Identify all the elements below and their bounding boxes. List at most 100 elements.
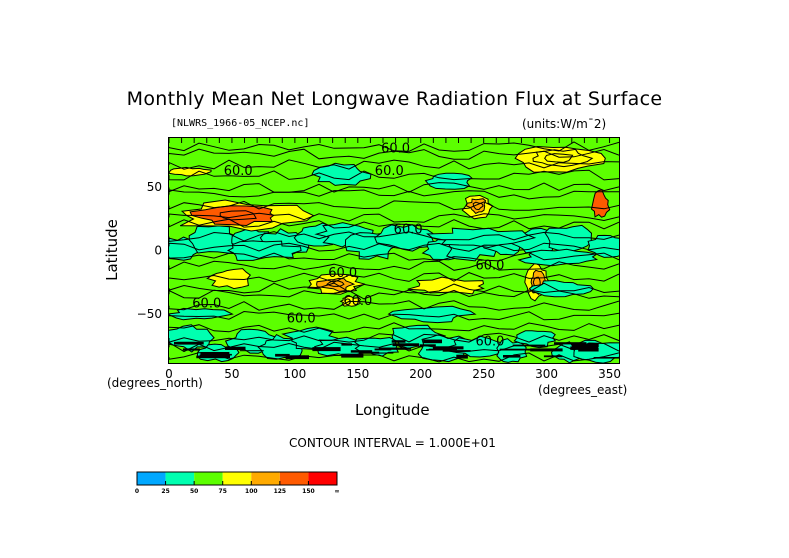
colorbar-swatch xyxy=(165,472,195,485)
dense-contour xyxy=(350,350,373,353)
y-axis-label: Latitude xyxy=(103,219,121,281)
contour-label: 60.0 xyxy=(192,296,221,311)
colorbar-label: 25 xyxy=(161,488,169,495)
contour-label: 60.0 xyxy=(328,266,357,281)
contour-line xyxy=(169,282,619,294)
colorbar-swatch xyxy=(308,472,337,485)
region-ocean-band-equatorial-low xyxy=(374,224,435,252)
contour-line xyxy=(169,182,619,193)
contour-interval-label: CONTOUR INTERVAL = 1.000E+01 xyxy=(289,436,496,450)
colorbar-label: 50 xyxy=(190,488,198,495)
contour-label: 60.0 xyxy=(476,258,505,273)
contour-patch xyxy=(169,166,212,177)
dense-contour xyxy=(499,348,533,351)
x-tick-label: 300 xyxy=(535,367,558,381)
dense-contour xyxy=(554,342,587,345)
x-tick-label: 250 xyxy=(472,367,495,381)
dense-contour xyxy=(312,347,341,352)
x-tick-label: 100 xyxy=(283,367,306,381)
file-label: [NLWRS_1966-05_NCEP.nc] xyxy=(171,118,310,129)
dense-contour xyxy=(423,339,442,344)
colorbar-label: 150 xyxy=(302,488,315,495)
y-tick-label: 50 xyxy=(147,180,162,194)
colorbar-label: ∞ xyxy=(335,488,340,495)
region-greenland-arctic-core xyxy=(544,153,574,163)
colorbar-frame xyxy=(136,471,338,486)
region-sahara-arabia-high-core xyxy=(219,210,257,221)
contour-line xyxy=(169,159,619,170)
region-ocean-band-equatorial-low xyxy=(544,224,593,253)
contour-line xyxy=(169,200,619,211)
axis-ticks xyxy=(168,138,611,143)
chart-title: Monthly Mean Net Longwave Radiation Flux… xyxy=(126,88,663,110)
dense-contour xyxy=(214,353,232,356)
contour-line xyxy=(169,189,619,200)
x-tick-label: 50 xyxy=(224,367,239,381)
dense-contour xyxy=(225,346,246,350)
dense-contour xyxy=(378,347,412,350)
region-ocean-band-equatorial-low xyxy=(587,234,619,258)
dense-contour xyxy=(593,357,619,359)
contour-line xyxy=(169,289,619,300)
contour-label: 60.0 xyxy=(394,223,423,238)
colorbar-label: 125 xyxy=(274,488,287,495)
dense-contour xyxy=(182,348,200,351)
contour-label: 60.0 xyxy=(381,141,410,156)
dense-contour xyxy=(391,340,406,343)
dense-contour xyxy=(174,341,204,345)
y-tick-labels: 50 0 −50 xyxy=(137,180,162,321)
contour-line xyxy=(169,332,619,343)
contour-label: 60.0 xyxy=(343,294,372,309)
contour-line xyxy=(169,272,619,283)
dense-contour xyxy=(200,352,230,355)
contour-line xyxy=(169,148,619,160)
x-tick-labels: 0 50 100 150 200 250 300 350 xyxy=(165,367,621,381)
colorbar-swatch xyxy=(222,472,252,485)
contour-line xyxy=(169,260,619,271)
contour-line xyxy=(169,322,619,334)
contour-patch xyxy=(311,162,372,186)
contour-line xyxy=(169,141,619,152)
y-tick-label: 0 xyxy=(154,244,162,258)
contour-patch xyxy=(590,189,611,218)
dense-contour xyxy=(419,344,436,347)
colorbar-swatch xyxy=(137,472,166,485)
colorbar-swatch xyxy=(279,472,309,485)
contour-patch xyxy=(387,305,477,324)
x-axis-label: Longitude xyxy=(355,401,430,419)
units-label: (units:W/m¯2) xyxy=(522,117,607,131)
dense-contour xyxy=(341,343,352,346)
contour-line xyxy=(169,341,619,353)
dense-contour xyxy=(442,350,471,352)
colorbar-label: 75 xyxy=(219,488,227,495)
contour-line xyxy=(169,352,619,363)
contour-line xyxy=(169,300,619,311)
contour-line xyxy=(169,242,619,252)
colorbar-swatch xyxy=(251,472,280,485)
contour-label: 60.0 xyxy=(287,312,316,327)
colorbar: 0 25 50 75 100 125 150 ∞ xyxy=(135,471,340,495)
contour-line xyxy=(169,231,619,242)
x-tick-label: 0 xyxy=(165,367,173,381)
dense-contour xyxy=(570,346,599,350)
x-axis-units: (degrees_east) xyxy=(538,383,628,397)
dense-contour xyxy=(543,355,563,358)
contour-line xyxy=(169,252,619,262)
contour-line xyxy=(169,212,619,223)
x-tick-label: 200 xyxy=(409,367,432,381)
contour-line xyxy=(169,169,619,181)
contour-patch xyxy=(517,248,599,267)
dense-contour xyxy=(392,343,420,347)
dense-contour xyxy=(275,353,290,357)
x-tick-label: 150 xyxy=(346,367,369,381)
colorbar-label: 0 xyxy=(135,488,139,495)
y-tick-label: −50 xyxy=(137,307,162,321)
contour-label: 60.0 xyxy=(476,335,505,350)
y-axis-units: (degrees_north) xyxy=(107,376,203,390)
contour-labels: 60.0 60.0 60.0 60.0 60.0 60.0 60.0 60.0 60.0 60.0 xyxy=(192,141,504,349)
dense-contour xyxy=(285,355,309,360)
contour-line xyxy=(169,310,619,321)
contour-label: 60.0 xyxy=(375,164,404,179)
dense-contour xyxy=(528,349,559,351)
